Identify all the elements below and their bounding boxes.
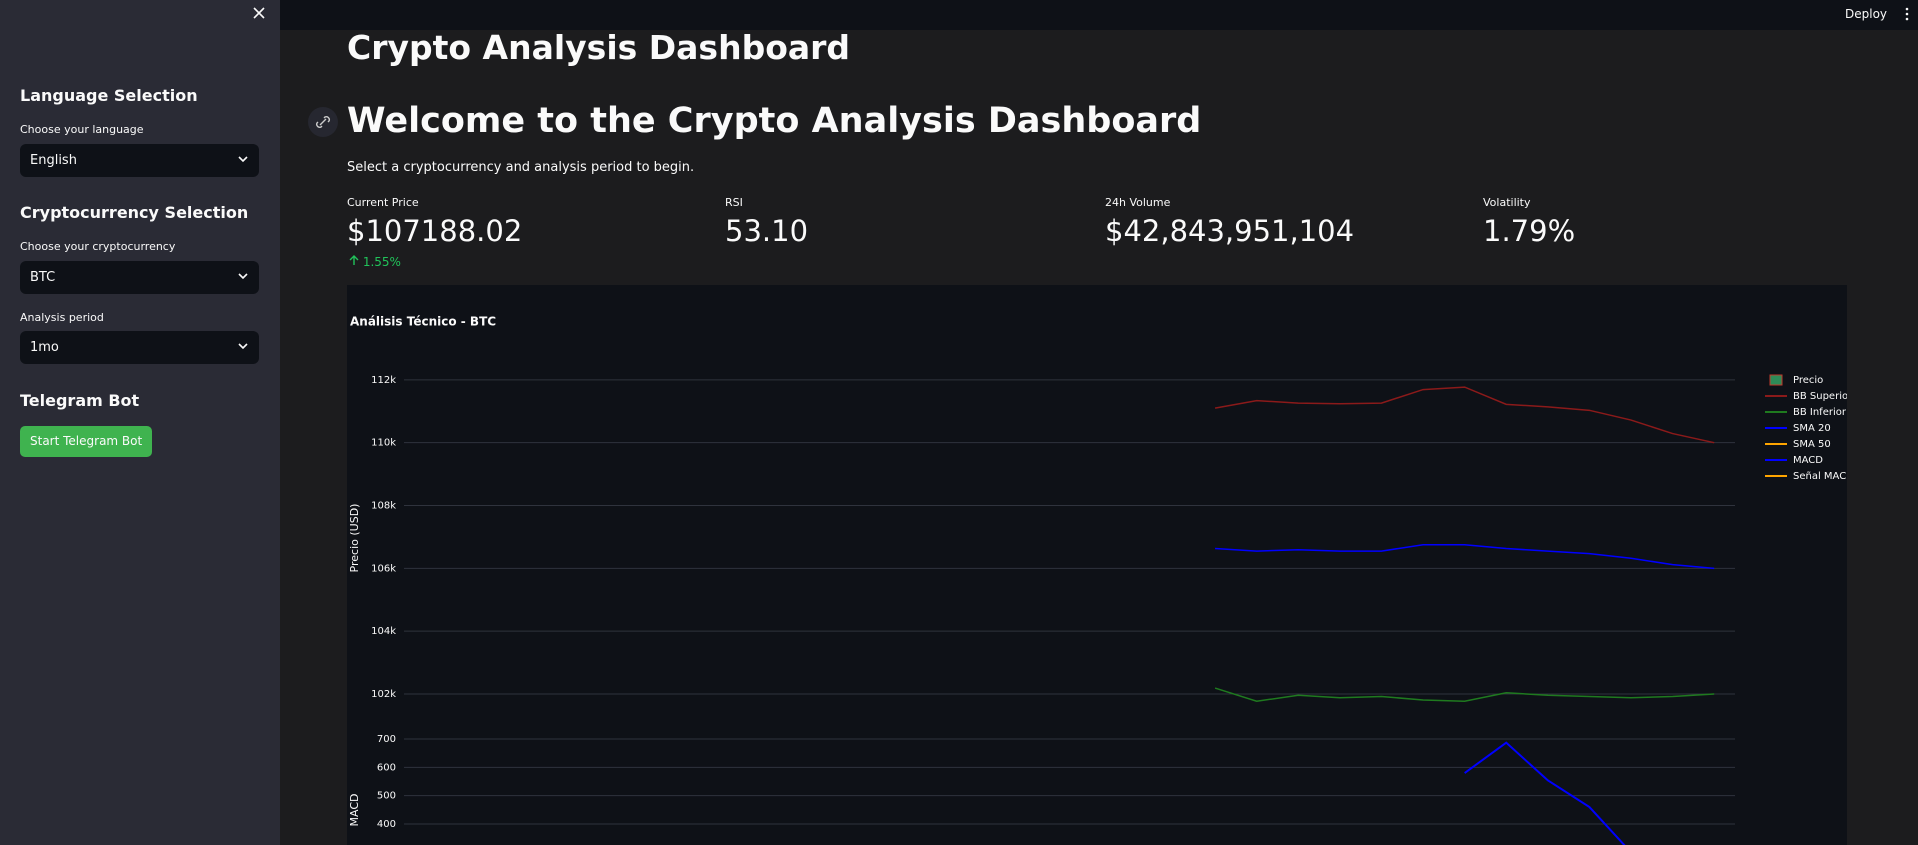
- legend-label: Señal MACD: [1793, 471, 1847, 482]
- close-button[interactable]: [252, 6, 266, 20]
- section-title: Cryptocurrency Selection: [20, 203, 249, 222]
- metric-label: RSI: [725, 196, 743, 209]
- telegram-button[interactable]: Start Telegram Bot: [20, 426, 153, 457]
- anchor-link[interactable]: [308, 107, 338, 137]
- series-line: [1215, 544, 1715, 570]
- y-tick-label: 600: [377, 762, 396, 773]
- delta-value: 1.55%: [362, 255, 401, 269]
- chart-title: Análisis Técnico - BTC: [350, 315, 496, 329]
- y-tick-label: 400: [377, 819, 396, 830]
- y-tick-label: 106k: [371, 563, 396, 574]
- heading: Welcome to the Crypto Analysis Dashboard: [347, 101, 1202, 141]
- menu-button[interactable]: [1904, 6, 1910, 22]
- chevron: [238, 273, 248, 280]
- metric-label: Current Price: [347, 196, 419, 209]
- field-label: Choose your cryptocurrency: [20, 240, 176, 253]
- legend-item: Precio: [1769, 374, 1823, 386]
- select[interactable]: English: [20, 144, 259, 177]
- select-value: English: [30, 153, 77, 168]
- chevron: [238, 156, 248, 163]
- legend-item: BB Superior: [1765, 391, 1847, 402]
- legend-label: BB Superior: [1793, 391, 1847, 402]
- metric-value: $107188.02: [347, 214, 523, 248]
- legend-label: BB Inferior: [1793, 407, 1847, 418]
- select[interactable]: 1mo: [20, 331, 259, 364]
- y-axis-title: Precio (USD): [348, 504, 361, 573]
- chart: Análisis Técnico - BTC Precio (USD) MACD…: [347, 285, 1847, 845]
- select-value: BTC: [30, 270, 56, 285]
- section-title: Language Selection: [20, 86, 198, 105]
- sidebar: Language Selection Choose your language …: [0, 0, 280, 845]
- legend-item: MACD: [1765, 455, 1823, 466]
- legend-label: MACD: [1793, 455, 1823, 466]
- legend-item: SMA 20: [1765, 423, 1831, 434]
- legend-item: SMA 50: [1765, 439, 1831, 450]
- subtitle: Select a cryptocurrency and analysis per…: [347, 160, 695, 175]
- section-title: Telegram Bot: [20, 391, 140, 410]
- metric-value: 1.79%: [1483, 214, 1576, 248]
- series-line: [1214, 687, 1715, 703]
- field-label: Choose your language: [20, 123, 144, 136]
- y-tick-label: 500: [377, 791, 396, 802]
- y-tick-label: 110k: [371, 438, 396, 449]
- legend-label: Precio: [1793, 375, 1823, 386]
- series-line: [1464, 741, 1626, 845]
- chevron: [238, 343, 248, 350]
- deploy-button[interactable]: Deploy: [1845, 7, 1888, 21]
- metric-value: 53.10: [725, 214, 809, 248]
- y-tick-label: 112k: [371, 375, 396, 386]
- y2-axis-title: MACD: [348, 794, 361, 827]
- y-tick-label: 700: [377, 734, 396, 745]
- page-title: Crypto Analysis Dashboard: [347, 28, 851, 67]
- metric-delta: 1.55%: [349, 255, 401, 269]
- legend-label: SMA 50: [1793, 439, 1831, 450]
- metric-value: $42,843,951,104: [1105, 214, 1355, 248]
- field-label: Analysis period: [20, 311, 104, 324]
- select-value: 1mo: [30, 340, 59, 355]
- legend-swatch: [1769, 374, 1783, 386]
- metric-label: 24h Volume: [1105, 196, 1171, 209]
- y-tick-label: 104k: [371, 626, 396, 637]
- toolbar: Deploy: [280, 0, 1918, 30]
- y-tick-label: 102k: [371, 689, 396, 700]
- legend-item: BB Inferior: [1765, 407, 1847, 418]
- metric-label: Volatility: [1483, 196, 1531, 209]
- legend-label: SMA 20: [1793, 423, 1831, 434]
- series-line: [1214, 386, 1715, 444]
- up-arrow: [349, 255, 359, 265]
- y-tick-label: 108k: [371, 501, 396, 512]
- legend-item: Señal MACD: [1765, 471, 1847, 482]
- select[interactable]: BTC: [20, 261, 259, 294]
